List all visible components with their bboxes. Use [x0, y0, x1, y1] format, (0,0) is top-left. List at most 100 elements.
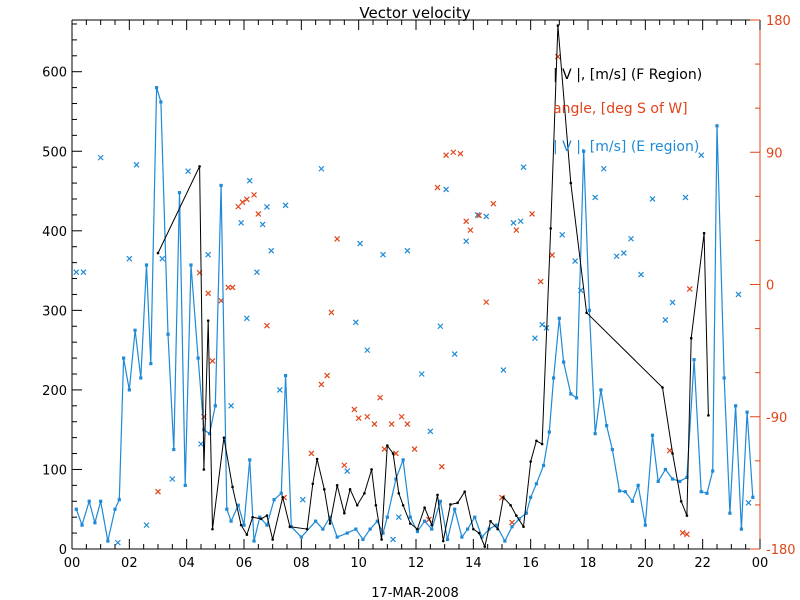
f-region-point — [416, 527, 419, 531]
f-region-point — [661, 386, 664, 389]
angle-marker — [377, 394, 384, 401]
e-region-point — [569, 392, 573, 396]
f-region-point — [322, 488, 326, 491]
e-region-point — [466, 527, 470, 531]
x-tick-label: 04 — [178, 556, 195, 571]
e-region-point — [93, 521, 97, 525]
e-region-marker — [517, 218, 524, 225]
e-region-point — [751, 495, 755, 499]
x-tick-label: 08 — [293, 556, 310, 571]
angle-marker — [483, 299, 490, 306]
e-region-point — [213, 404, 217, 408]
angle-marker — [554, 53, 561, 60]
x-tick-label: 14 — [465, 556, 482, 571]
x-tick-label: 06 — [236, 556, 253, 571]
x-tick-label: 02 — [121, 556, 138, 571]
e-region-marker — [243, 315, 250, 322]
e-region-marker — [483, 213, 490, 220]
e-region-marker — [259, 221, 266, 228]
e-region-point — [524, 511, 528, 515]
f-region-point — [463, 490, 467, 494]
e-region-marker — [282, 202, 289, 209]
legend-f-region: | V |, [m/s] (F Region) — [553, 67, 702, 83]
e-region-marker — [532, 335, 538, 342]
chart-title: Vector velocity — [359, 4, 470, 22]
angle-marker — [490, 200, 497, 207]
e-region-marker — [380, 251, 386, 258]
f-region-point — [343, 511, 346, 515]
e-region-point — [529, 495, 533, 499]
f-region-point — [535, 439, 538, 443]
e-region-marker — [662, 316, 669, 323]
e-region-marker — [185, 168, 192, 175]
x-tick-label: 22 — [694, 556, 711, 571]
e-region-marker — [404, 247, 411, 254]
f-region-point — [311, 482, 315, 486]
e-region-marker — [628, 235, 634, 242]
f-region-point — [502, 495, 505, 499]
f-region-point — [211, 527, 214, 531]
f-region-point — [202, 468, 206, 471]
angle-marker — [683, 531, 690, 538]
e-region-point — [299, 535, 303, 539]
f-region-point — [374, 503, 378, 507]
e-region-point — [225, 507, 229, 511]
e-region-point — [74, 507, 78, 511]
e-region-point — [453, 507, 457, 511]
e-region-point — [517, 517, 521, 521]
angle-marker — [324, 372, 331, 379]
e-region-point — [361, 537, 365, 542]
e-region-point — [739, 527, 743, 531]
e-region-point — [113, 507, 117, 511]
e-region-marker — [735, 291, 742, 298]
angle-marker — [308, 450, 315, 457]
f-region-point — [251, 515, 254, 519]
e-region-point — [562, 360, 566, 364]
e-region-point — [314, 519, 318, 523]
e-region-point — [283, 373, 288, 378]
e-region-marker — [80, 269, 87, 276]
e-region-point — [106, 539, 110, 543]
e-region-point — [445, 537, 450, 542]
e-region-point — [242, 523, 246, 527]
e-region-marker — [344, 468, 351, 474]
e-region-point — [734, 404, 738, 408]
e-region-point — [99, 499, 103, 503]
f-region-point — [206, 319, 210, 322]
angle-marker — [438, 463, 445, 470]
e-region-marker — [246, 177, 253, 184]
e-region-point — [236, 503, 240, 507]
e-region-point — [229, 519, 233, 523]
f-region-point — [456, 501, 459, 505]
e-region-point — [345, 531, 349, 535]
y2-tick-label: 0 — [766, 279, 774, 294]
f-region-point — [702, 231, 706, 235]
angle-marker — [255, 211, 262, 217]
e-region-point — [480, 535, 484, 539]
e-region-point — [552, 376, 556, 380]
e-region-marker — [126, 255, 133, 262]
e-region-point — [202, 428, 206, 432]
e-region-point — [159, 100, 163, 104]
x-tick-label: 00 — [752, 556, 769, 571]
f-region-point — [328, 522, 332, 525]
f-region-point — [288, 525, 292, 529]
e-region-point — [321, 527, 325, 531]
angle-marker — [499, 494, 505, 501]
angle-marker — [239, 199, 246, 206]
e-region-marker — [451, 351, 458, 358]
f-region-point — [430, 523, 434, 527]
legend-e-region: | V |, [m/s] (E region) — [553, 139, 699, 155]
e-region-point — [408, 515, 412, 519]
angle-marker — [450, 149, 457, 156]
e-region-point — [189, 263, 193, 267]
e-region-point — [582, 149, 586, 153]
y-tick-label: 600 — [42, 66, 67, 81]
e-region-point — [258, 515, 262, 519]
f-region-point — [391, 452, 395, 455]
angle-marker — [434, 184, 441, 191]
e-region-marker — [390, 536, 396, 543]
angle-marker — [411, 446, 418, 453]
e-region-point — [678, 479, 682, 483]
